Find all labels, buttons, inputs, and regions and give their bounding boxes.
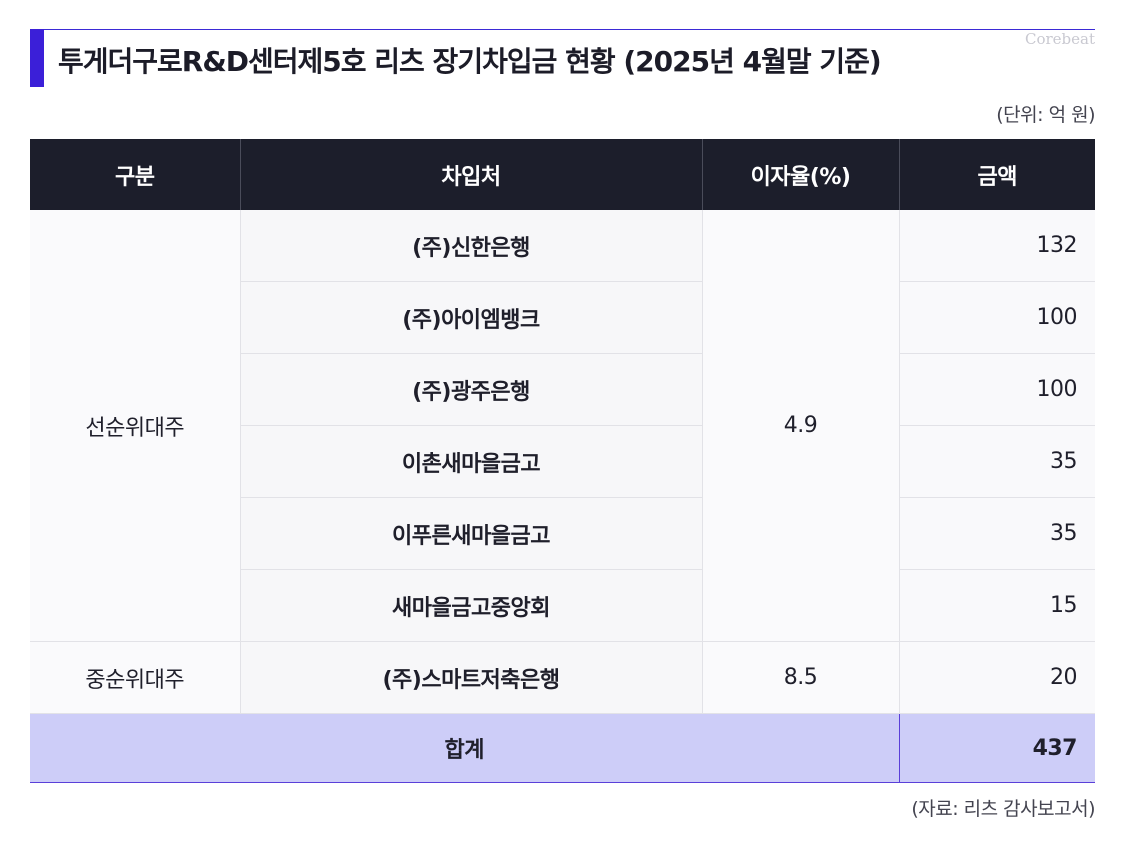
lender-cell: 이촌새마을금고 <box>240 425 703 498</box>
corebeat-logo: Corebeat <box>1024 30 1095 48</box>
rate-mezzanine: 8.5 <box>701 641 900 714</box>
title-accent-bar <box>30 29 44 87</box>
amount-cell: 35 <box>898 425 1095 498</box>
amount-cell: 20 <box>898 641 1095 714</box>
source-note: (자료: 리츠 감사보고서) <box>911 798 1095 820</box>
total-amount: 437 <box>898 713 1095 783</box>
loan-table: 구분 차입처 이자율(%) 금액 선순위대주 (주)신한은행 4.9 132 (… <box>30 139 1095 783</box>
header-rate: 이자율(%) <box>701 139 899 210</box>
lender-cell: (주)신한은행 <box>239 210 703 282</box>
unit-label: (단위: 억 원) <box>996 104 1095 126</box>
table-row: 새마을금고중앙회 15 <box>30 569 1095 642</box>
table-row: 이촌새마을금고 35 <box>30 425 1095 498</box>
lender-cell: (주)광주은행 <box>240 353 703 426</box>
top-rule <box>30 29 1095 30</box>
rate-senior: 4.9 <box>701 210 900 642</box>
amount-cell: 15 <box>898 569 1095 642</box>
table-row: (주)광주은행 100 <box>30 353 1095 426</box>
header-row: 구분 차입처 이자율(%) 금액 <box>30 139 1095 210</box>
amount-cell: 100 <box>898 281 1095 354</box>
table-row: 중순위대주 (주)스마트저축은행 8.5 20 <box>30 641 1095 714</box>
lender-cell: (주)아이엠뱅크 <box>240 281 703 354</box>
page-title: 투게더구로R&D센터제5호 리츠 장기차입금 현황 (2025년 4월말 기준) <box>58 45 882 78</box>
lender-cell: 새마을금고중앙회 <box>240 569 703 642</box>
total-label: 합계 <box>30 713 900 783</box>
amount-cell: 100 <box>898 353 1095 426</box>
lender-cell: (주)스마트저축은행 <box>239 641 703 714</box>
table-row: 선순위대주 (주)신한은행 4.9 132 <box>30 210 1095 642</box>
header-lender: 차입처 <box>239 139 702 210</box>
total-row: 합계 437 <box>30 713 1095 783</box>
amount-cell: 35 <box>898 497 1095 570</box>
header-category: 구분 <box>30 139 240 210</box>
category-senior: 선순위대주 <box>30 210 241 642</box>
header-amount: 금액 <box>898 139 1095 210</box>
lender-cell: 이푸른새마을금고 <box>240 497 703 570</box>
category-mezzanine: 중순위대주 <box>30 641 241 714</box>
table-row: 이푸른새마을금고 35 <box>30 497 1095 570</box>
amount-cell: 132 <box>898 210 1095 282</box>
table-row: (주)아이엠뱅크 100 <box>30 281 1095 354</box>
